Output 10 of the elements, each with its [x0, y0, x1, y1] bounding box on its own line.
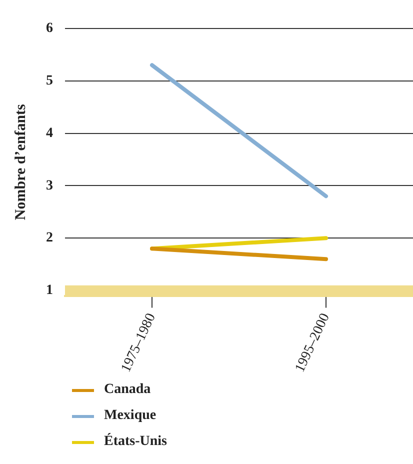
legend-label: Mexique [104, 408, 156, 424]
y-tick-label: 1 [46, 283, 53, 298]
y-tick-label: 6 [46, 21, 53, 36]
legend-label: États-Unis [104, 434, 168, 450]
legend-label: Canada [104, 382, 151, 398]
y-tick-label: 3 [46, 178, 53, 194]
y-tick-label: 4 [46, 126, 53, 141]
y-tick-label: 5 [46, 73, 53, 88]
y-tick-label: 2 [46, 230, 53, 246]
y-axis-title: Nombre d’enfants [12, 104, 29, 220]
